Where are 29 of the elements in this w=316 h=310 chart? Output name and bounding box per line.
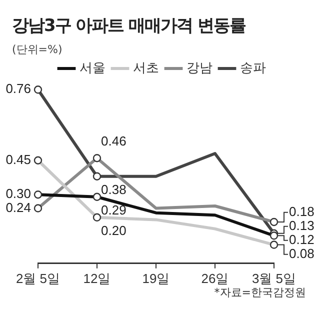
point (92, 192, 102, 201)
x-tick-label: 12일 (83, 270, 111, 286)
data-label: 0.08 (289, 246, 314, 261)
chart-title: 강남3구 아파트 매매가격 변동률 (12, 15, 246, 37)
data-label: 0.46 (101, 134, 126, 149)
data-label: 0.18 (289, 204, 314, 219)
data-label: 0.38 (101, 182, 126, 197)
legend-label: 서초 (133, 60, 159, 76)
data-label: 0.29 (101, 202, 126, 218)
data-label: 0.13 (289, 218, 314, 233)
legend-label: 서울 (80, 60, 106, 76)
data-label: 0.20 (101, 222, 126, 238)
chart-subtitle: (단위=%) (12, 42, 62, 57)
data-label: 0.12 (289, 232, 314, 247)
point (270, 232, 278, 240)
x-tick-label: 2월 5일 (16, 270, 60, 286)
x-tick-label: 19일 (142, 270, 170, 286)
point (34, 86, 42, 94)
data-label: 0.45 (6, 152, 31, 167)
x-tick-label: 26일 (201, 270, 229, 286)
data-label: 0.30 (6, 186, 31, 202)
legend-label: 강남 (186, 60, 212, 76)
legend-label: 송파 (240, 60, 266, 76)
text: *자료=한국감정원 (214, 285, 306, 300)
data-label: 0.76 (6, 81, 31, 96)
point (34, 190, 42, 199)
point (92, 172, 102, 180)
x-tick-label: 3월 5일 (252, 270, 296, 286)
data-label: 0.24 (6, 200, 31, 215)
